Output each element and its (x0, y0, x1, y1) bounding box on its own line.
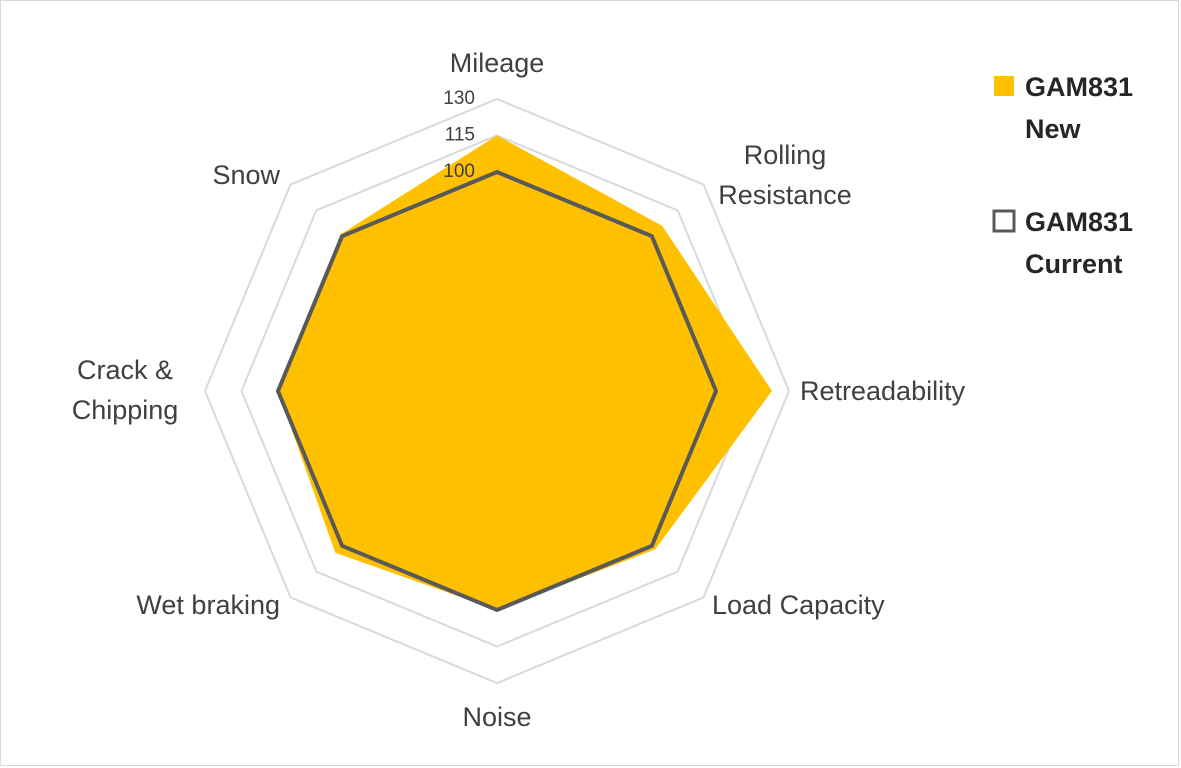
grid-ring-115 (240, 134, 754, 648)
legend-swatch-2 (992, 209, 1016, 233)
tick-label-130: 130 (443, 88, 475, 109)
legend-label-2: GAM831 Current (1025, 207, 1133, 279)
tick-label-100: 100 (443, 161, 475, 182)
category-label-6: Wet braking (136, 590, 280, 620)
legend-swatch-1 (994, 76, 1014, 96)
category-label-5: Noise (462, 702, 531, 732)
category-label-1: Mileage (450, 48, 545, 78)
category-label-7: Crack & Chipping (72, 355, 179, 425)
tick-label-115: 115 (445, 125, 475, 146)
category-label-4: Load Capacity (712, 590, 885, 620)
series-2 (275, 169, 719, 613)
series-layer (275, 135, 772, 613)
category-label-2: Rolling Resistance (718, 140, 852, 210)
series-1 (278, 135, 772, 610)
tick-labels: 100 115 130 (443, 88, 475, 182)
category-label-8: Snow (212, 160, 280, 190)
grid-ring-130 (203, 97, 791, 685)
category-label-3: Retreadability (800, 376, 966, 406)
legend: GAM831 New GAM831 Current (992, 72, 1133, 279)
legend-label-1: GAM831 New (1025, 72, 1133, 144)
category-labels: Mileage Rolling Resistance Retreadability Lo… (72, 48, 966, 732)
